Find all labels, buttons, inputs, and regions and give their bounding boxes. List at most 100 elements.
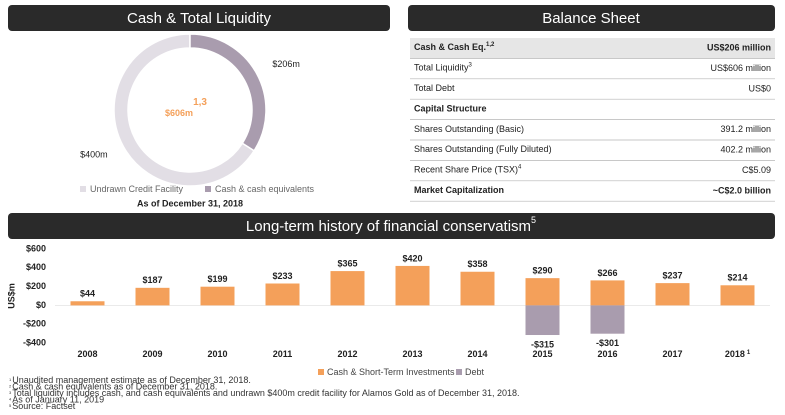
y-axis-label: US$m <box>6 283 16 309</box>
x-tick-text: 2009 <box>142 349 162 359</box>
bar <box>655 283 690 306</box>
bar-title: Long-term history of financial conservat… <box>246 215 536 235</box>
header-bar <box>8 5 390 31</box>
x-tick-label: 2015 <box>532 349 552 359</box>
bar-value-label: $365 <box>337 258 357 268</box>
footnote-text: Cash & cash equivalents as of December 3… <box>12 382 217 392</box>
row-value: C$5.09 <box>742 165 771 175</box>
bar-value-label: -$315 <box>531 339 554 349</box>
row-label: Cash & Cash Eq.1,2 <box>414 42 495 53</box>
x-tick-label: 2014 <box>467 349 487 359</box>
legend-swatch <box>80 186 86 192</box>
x-tick-text: 2012 <box>337 349 357 359</box>
bar <box>395 265 430 306</box>
bar-value-label: $187 <box>142 275 162 285</box>
bar <box>590 305 625 334</box>
x-tick-label: 2018 1 <box>725 349 751 359</box>
donut-center-note: 1,3 <box>193 97 207 108</box>
footnote: 2Cash & cash equivalents as of December … <box>9 382 217 392</box>
row-value: US$0 <box>748 83 771 93</box>
bar <box>200 286 235 306</box>
x-tick-label: 2010 <box>207 349 227 359</box>
row-label-text: Recent Share Price (TSX) <box>414 165 518 175</box>
footnote-text: Unaudited management estimate as of Dece… <box>12 375 251 385</box>
x-tick-text: 2016 <box>597 349 617 359</box>
row-label: Total Debt <box>414 83 455 93</box>
footnote: 1Unaudited management estimate as of Dec… <box>9 375 251 385</box>
row-label: Recent Share Price (TSX)4 <box>414 164 522 175</box>
x-tick-label: 2008 <box>77 349 97 359</box>
bar-value-label: $358 <box>467 259 487 269</box>
row-value: 391.2 million <box>720 124 771 134</box>
row-shade <box>410 38 775 59</box>
donut-value-label: $206m <box>272 59 300 69</box>
x-tick-text: 2014 <box>467 349 487 359</box>
footnote-mark: 4 <box>9 397 12 402</box>
y-tick-label: $0 <box>36 300 46 310</box>
x-tick-label: 2013 <box>402 349 422 359</box>
footnote-text: Source: Factset <box>12 401 76 411</box>
x-tick-text: 2011 <box>273 349 293 359</box>
bar-value-label: $237 <box>662 270 682 280</box>
row-label-text: Total Debt <box>414 83 455 93</box>
bar-title-note: 5 <box>531 215 536 225</box>
row-label-text: Shares Outstanding (Basic) <box>414 124 524 134</box>
footnote-text: As of January 11, 2019 <box>12 395 104 405</box>
x-tick-text: 2008 <box>77 349 97 359</box>
table-title: Balance Sheet <box>542 10 640 27</box>
donut-center-label: $606m1,3 <box>165 97 207 119</box>
donut-value-label: $400m <box>80 150 108 160</box>
y-tick-label: $200 <box>26 281 46 291</box>
legend-label: Cash & Short-Term Investments <box>327 367 455 377</box>
row-label: Total Liquidity3 <box>414 62 473 73</box>
y-tick-label: $400 <box>26 262 46 272</box>
x-tick-text: 2015 <box>532 349 552 359</box>
row-label-note: 4 <box>518 164 522 170</box>
row-label-note: 3 <box>469 62 473 68</box>
bar-value-label: $233 <box>272 271 292 281</box>
footnote: 5Source: Factset <box>9 401 76 411</box>
footnote-mark: 2 <box>9 384 12 389</box>
row-label-text: Cash & Cash Eq. <box>414 43 486 53</box>
bar-value-label: $266 <box>597 268 617 278</box>
bar-value-label: $199 <box>207 274 227 284</box>
footnote: 3Total liquidity includes cash, and cash… <box>9 388 520 398</box>
legend-label: Debt <box>465 367 485 377</box>
bar <box>330 271 365 306</box>
row-value: US$206 million <box>707 43 771 53</box>
legend-label: Cash & cash equivalents <box>215 184 315 194</box>
legend-label: Undrawn Credit Facility <box>90 184 184 194</box>
row-label-text: Capital Structure <box>414 104 487 114</box>
legend-swatch <box>456 369 462 375</box>
x-tick-note: 1 <box>747 350 751 356</box>
bar-value-label: $290 <box>532 266 552 276</box>
legend-swatch <box>318 369 324 375</box>
donut-segment <box>189 33 267 152</box>
header-bar <box>8 213 775 239</box>
x-tick-label: 2016 <box>597 349 617 359</box>
x-tick-label: 2011 <box>273 349 293 359</box>
row-label-text: Shares Outstanding (Fully Diluted) <box>414 145 552 155</box>
bar-value-label: -$301 <box>596 338 619 348</box>
header-bar <box>408 5 775 31</box>
y-tick-label: -$400 <box>23 337 46 347</box>
donut-title: Cash & Total Liquidity <box>127 10 271 27</box>
bar-value-label: $420 <box>402 253 422 263</box>
x-tick-text: 2010 <box>207 349 227 359</box>
bar-value-label: $214 <box>727 273 747 283</box>
bar-title-text: Long-term history of financial conservat… <box>246 218 531 235</box>
bar <box>525 305 560 336</box>
y-tick-label: $600 <box>26 243 46 253</box>
row-label: Shares Outstanding (Fully Diluted) <box>414 145 552 155</box>
y-tick-label: -$200 <box>23 319 46 329</box>
row-value: ~C$2.0 billion <box>713 185 771 195</box>
bar <box>70 301 105 306</box>
bar <box>525 278 560 306</box>
bar <box>460 271 495 306</box>
footnote-mark: 3 <box>9 390 12 395</box>
donut-center-value: $606m <box>165 108 193 118</box>
footnote: 4As of January 11, 2019 <box>9 395 104 405</box>
bar <box>720 285 755 306</box>
row-label-note: 1,2 <box>486 42 495 48</box>
